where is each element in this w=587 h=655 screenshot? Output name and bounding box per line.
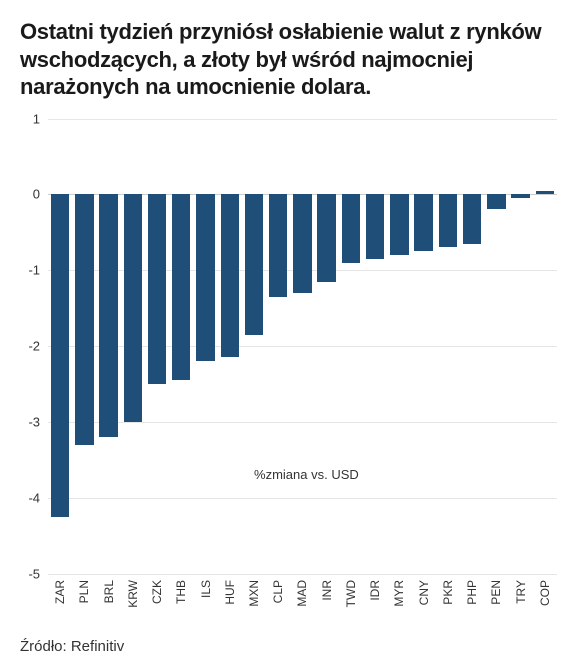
- bar-slot: [460, 119, 484, 574]
- bar: [172, 194, 190, 380]
- x-tick-label: PLN: [77, 580, 91, 603]
- x-tick-label: ILS: [199, 580, 213, 598]
- y-tick-label: -2: [28, 339, 40, 354]
- bar: [51, 194, 69, 516]
- bar: [390, 194, 408, 255]
- bar: [439, 194, 457, 247]
- bar: [317, 194, 335, 281]
- bar-slot: [193, 119, 217, 574]
- x-tick-label: BRL: [102, 580, 116, 603]
- y-tick-label: 1: [33, 111, 40, 126]
- bar-slot: [242, 119, 266, 574]
- x-tick-label: MAD: [295, 580, 309, 607]
- bar-slot: [436, 119, 460, 574]
- x-tick-label: THB: [174, 580, 188, 604]
- x-tick-label: IDR: [368, 580, 382, 601]
- bar-slot: [169, 119, 193, 574]
- bar: [511, 194, 529, 198]
- y-tick-label: -4: [28, 490, 40, 505]
- bar-slot: [72, 119, 96, 574]
- x-tick-label: ZAR: [53, 580, 67, 604]
- chart-title: Ostatni tydzień przyniósł osłabienie wal…: [20, 18, 567, 101]
- x-axis-labels: ZAR PLN BRL KRW CZK THB ILS HUF MXN CLP MAD INR TWD I…: [48, 574, 557, 634]
- x-tick-label: TRY: [514, 580, 528, 604]
- bar: [463, 194, 481, 243]
- bar-slot: [48, 119, 72, 574]
- bar: [293, 194, 311, 293]
- bar-slot: [266, 119, 290, 574]
- bar: [99, 194, 117, 437]
- bar: [414, 194, 432, 251]
- x-tick-label: TWD: [344, 580, 358, 607]
- bar-slot: [145, 119, 169, 574]
- bar-slot: [412, 119, 436, 574]
- x-tick-label: CZK: [150, 580, 164, 604]
- bar-slot: [339, 119, 363, 574]
- y-tick-label: -3: [28, 414, 40, 429]
- y-tick-label: 0: [33, 187, 40, 202]
- bar-slot: [484, 119, 508, 574]
- bar: [148, 194, 166, 384]
- y-tick-label: -1: [28, 263, 40, 278]
- bar-slot: [387, 119, 411, 574]
- x-tick-label: MYR: [392, 580, 406, 607]
- bar: [342, 194, 360, 262]
- bar: [366, 194, 384, 258]
- bar-slot: [533, 119, 557, 574]
- chart-plot-area: -5-4-3-2-101%zmiana vs. USD: [48, 119, 557, 574]
- x-tick-label: INR: [320, 580, 334, 601]
- x-tick-label: PHP: [465, 580, 479, 605]
- x-tick-label: CLP: [271, 580, 285, 603]
- bar-slot: [363, 119, 387, 574]
- bar-slot: [218, 119, 242, 574]
- bar: [487, 194, 505, 209]
- y-tick-label: -5: [28, 566, 40, 581]
- x-tick-label: PKR: [441, 580, 455, 605]
- bar: [221, 194, 239, 357]
- bar-slot: [290, 119, 314, 574]
- bar: [75, 194, 93, 444]
- bar-slot: [315, 119, 339, 574]
- x-tick-label: PEN: [489, 580, 503, 605]
- bar: [269, 194, 287, 296]
- bar: [245, 194, 263, 334]
- x-tick-label: HUF: [223, 580, 237, 605]
- chart-annotation: %zmiana vs. USD: [254, 467, 359, 482]
- x-tick-label: CNY: [417, 580, 431, 605]
- bar: [124, 194, 142, 422]
- bar-slot: [96, 119, 120, 574]
- bar-slot: [121, 119, 145, 574]
- bar: [196, 194, 214, 361]
- bar-slot: [508, 119, 532, 574]
- x-tick-label: COP: [538, 580, 552, 606]
- x-tick-label: MXN: [247, 580, 261, 607]
- x-tick-label: KRW: [126, 580, 140, 608]
- bar: [536, 191, 554, 195]
